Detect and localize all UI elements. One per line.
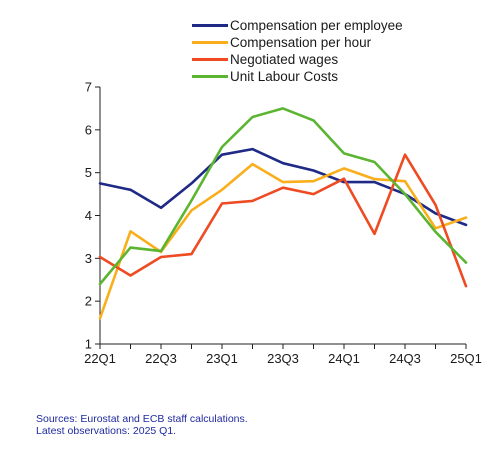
- chart-footnote: Sources: Eurostat and ECB staff calculat…: [36, 413, 248, 437]
- y-tick-label: 6: [85, 122, 92, 137]
- legend-label: Compensation per hour: [230, 35, 372, 50]
- y-tick-label: 3: [85, 251, 92, 266]
- x-tick-label: 23Q3: [267, 351, 299, 366]
- series-line: [98, 107, 468, 286]
- legend-label: Compensation per employee: [230, 18, 403, 33]
- legend-item: Compensation per employee: [192, 17, 403, 34]
- latest-observation-note: Latest observations: 2025 Q1.: [36, 425, 177, 437]
- legend-item: Compensation per hour: [192, 34, 403, 51]
- legend-item: Unit Labour Costs: [192, 68, 403, 85]
- x-tick-label: 25Q1: [450, 351, 482, 366]
- y-tick-label: 7: [85, 80, 92, 95]
- y-tick-label: 4: [85, 208, 92, 223]
- x-tick-label: 24Q3: [389, 351, 421, 366]
- legend-item: Negotiated wages: [192, 51, 403, 68]
- chart-axes: 1 2 3 4 5 6 7 22Q1 22Q3 23Q1 23Q3 24Q1 24Q3 25Q1: [84, 80, 482, 367]
- x-tick-label: 24Q1: [328, 351, 360, 366]
- legend-swatch: [192, 41, 228, 44]
- y-tick-label: 5: [85, 165, 92, 180]
- source-note: Sources: Eurostat and ECB staff calculat…: [36, 413, 248, 425]
- chart-legend: Compensation per employee Compensation p…: [192, 17, 403, 85]
- x-tick-label: 22Q3: [145, 351, 177, 366]
- legend-swatch: [192, 24, 228, 27]
- legend-swatch: [192, 58, 228, 61]
- x-tick-label: 22Q1: [84, 351, 116, 366]
- series-line: [98, 153, 468, 288]
- y-tick-label: 1: [85, 337, 92, 352]
- chart-series: [98, 107, 468, 320]
- y-tick-label: 2: [85, 294, 92, 309]
- legend-swatch: [192, 75, 228, 78]
- legend-label: Negotiated wages: [230, 52, 339, 67]
- x-tick-label: 23Q1: [206, 351, 238, 366]
- legend-label: Unit Labour Costs: [230, 69, 339, 84]
